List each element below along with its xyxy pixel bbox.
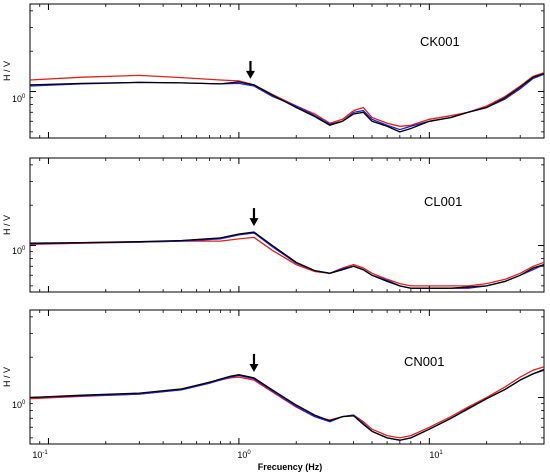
series-layer <box>29 231 545 289</box>
peak-arrow <box>245 60 255 79</box>
arrow-head <box>249 363 259 372</box>
series-blue-line <box>29 232 545 289</box>
y-axis-label: H / V <box>2 61 12 81</box>
x-ticks <box>39 310 545 444</box>
panel-title: CK001 <box>420 34 460 49</box>
arrow-head <box>249 218 259 227</box>
series-black-line <box>29 72 545 133</box>
x-ticks <box>39 158 545 292</box>
series-red-line <box>29 236 545 287</box>
panel-ck001: CK001 100 H / V <box>2 3 545 139</box>
panel-title: CL001 <box>424 194 462 209</box>
x-ticks <box>39 4 545 138</box>
series-black-line <box>29 231 545 289</box>
x-tick-label-10: 101 <box>429 450 443 460</box>
y-ticks <box>30 316 544 439</box>
y-axis-label: H / V <box>2 215 12 235</box>
plot-frame <box>29 157 545 293</box>
plot-frame <box>29 3 545 139</box>
y-ticks <box>30 10 544 133</box>
x-tick-labels: 10-1 100 101 <box>32 450 443 460</box>
series-black-line <box>29 368 545 441</box>
series-blue-line <box>29 369 545 441</box>
panel-cn001: CN001 100 H / V <box>2 309 545 445</box>
y-tick-label: 100 <box>12 400 26 410</box>
peak-arrow <box>249 353 259 372</box>
y-tick-label: 100 <box>12 246 26 256</box>
series-layer <box>29 366 545 441</box>
x-tick-label-0.1: 10-1 <box>32 450 48 460</box>
y-tick-label: 100 <box>12 94 26 104</box>
panel-title: CN001 <box>404 354 444 369</box>
y-axis-label: H / V <box>2 367 12 387</box>
series-layer <box>29 72 545 133</box>
x-tick-label-1: 100 <box>237 450 251 460</box>
plot-frame <box>29 309 545 445</box>
y-ticks <box>30 164 544 287</box>
arrow-head <box>245 70 255 79</box>
x-axis-label: Frecuency (Hz) <box>258 462 323 472</box>
panel-cl001: CL001 100 H / V <box>2 157 545 293</box>
series-red-line <box>29 366 545 439</box>
series-red-line <box>29 72 545 127</box>
peak-arrow <box>249 208 259 227</box>
